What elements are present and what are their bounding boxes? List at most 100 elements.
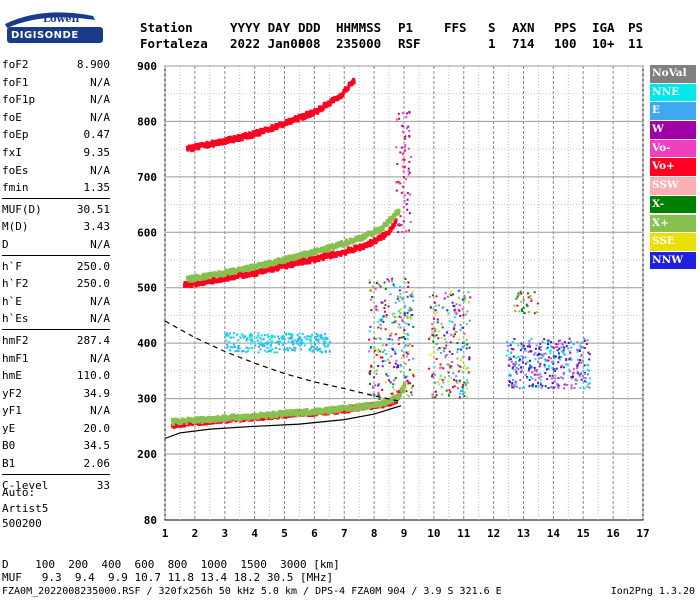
echo-dot (228, 332, 231, 335)
trace-dot (350, 82, 354, 87)
echo-dot (317, 335, 320, 338)
echo-dot (435, 394, 438, 397)
trace-dot (211, 280, 215, 285)
echo-dot (465, 323, 468, 326)
echo-dot (373, 369, 376, 372)
echo-dot (273, 335, 276, 338)
echo-dot (445, 389, 448, 392)
echo-dot (408, 358, 411, 361)
echo-dot (375, 305, 378, 308)
param-value: 250.0 (76, 277, 110, 291)
echo-dot (273, 351, 276, 354)
echo-dot (268, 338, 271, 341)
echo-dot (254, 344, 257, 347)
echo-dot (408, 129, 411, 132)
echo-dot (507, 384, 510, 387)
echo-dot (288, 332, 291, 335)
y-tick-label: 300 (137, 393, 157, 406)
echo-dot (584, 371, 587, 374)
trace-dot (245, 273, 249, 278)
trace-dot (315, 108, 319, 113)
echo-dot (224, 333, 227, 336)
echo-dot (278, 337, 281, 340)
echo-dot (523, 347, 526, 350)
echo-dot (448, 392, 451, 395)
param-value: N/A (90, 110, 110, 124)
echo-dot (577, 349, 580, 352)
trace-dot (256, 132, 260, 137)
trace-dot (301, 261, 305, 266)
echo-dot (291, 349, 294, 352)
echo-dot (410, 308, 413, 311)
echo-dot (380, 397, 383, 400)
echo-dot (398, 323, 401, 326)
echo-dot (531, 365, 534, 368)
echo-dot (400, 357, 403, 360)
echo-dot (446, 309, 449, 312)
echo-dot (568, 350, 571, 353)
echo-dot (409, 307, 412, 310)
echo-dot (518, 363, 521, 366)
trace-dot (209, 274, 213, 279)
echo-dot (256, 339, 259, 342)
echo-dot (377, 383, 380, 386)
echo-dot (375, 353, 378, 356)
x-tick-label: 10 (427, 527, 440, 540)
param-name: hmE (2, 369, 22, 383)
echo-dot (514, 381, 517, 384)
echo-dot (368, 338, 371, 341)
echo-dot (261, 343, 264, 346)
echo-dot (310, 335, 313, 338)
echo-dot (546, 368, 549, 371)
echo-dot (401, 158, 404, 161)
echo-dot (294, 339, 297, 342)
trace-dot (204, 275, 208, 280)
echo-dot (271, 340, 274, 343)
echo-dot (404, 345, 407, 348)
echo-dot (538, 353, 541, 356)
echo-dot (521, 347, 524, 350)
echo-dot (407, 382, 410, 385)
echo-dot (236, 339, 239, 342)
echo-dot (462, 384, 465, 387)
echo-dot (320, 333, 323, 336)
echo-dot (548, 365, 551, 368)
echo-dot (547, 359, 550, 362)
echo-dot (301, 332, 304, 335)
echo-dot (408, 343, 411, 346)
echo-dot (454, 310, 457, 313)
echo-dot (402, 176, 405, 179)
param-row: hmF2 287.4 (2, 332, 110, 350)
scaled-parameters-panel: foF2 8.900 foF1 N/A foF1p N/A foE N/A foEp 0.47 fx… (2, 56, 110, 494)
echo-dot (398, 310, 401, 313)
echo-dot (431, 375, 434, 378)
trace-dot (209, 277, 213, 282)
echo-dot (555, 367, 558, 370)
param-value: N/A (90, 404, 110, 418)
param-name: B1 (2, 457, 16, 471)
echo-dot (308, 335, 311, 338)
echo-dot (384, 287, 387, 290)
echo-dot (534, 351, 537, 354)
echo-dot (410, 391, 413, 394)
echo-dot (520, 300, 523, 303)
trace-dot (205, 140, 209, 145)
echo-dot (299, 336, 302, 339)
echo-dot (377, 348, 380, 351)
echo-dot (429, 353, 432, 356)
echo-dot (462, 314, 465, 317)
header-label-0: Station (140, 20, 193, 35)
trace-dot (219, 278, 223, 283)
echo-dot (261, 344, 264, 347)
echo-dot (377, 320, 380, 323)
param-name: foE (2, 110, 22, 124)
echo-dot (519, 290, 522, 293)
trace-dot (315, 410, 319, 415)
echo-dot (311, 333, 314, 336)
echo-dot (385, 314, 388, 317)
echo-dot (402, 153, 405, 156)
legend-item-sse: SSE (650, 233, 696, 251)
param-row: foF1 N/A (2, 74, 110, 92)
header-value-6: 1 (488, 36, 496, 51)
echo-dot (467, 301, 470, 304)
